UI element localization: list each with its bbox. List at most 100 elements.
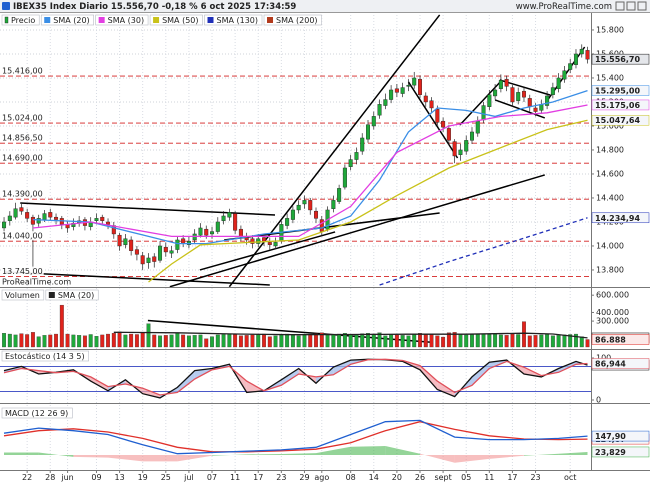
legend-item: SMA (30)	[96, 15, 148, 25]
volume-bar	[222, 334, 226, 347]
candle-body	[285, 218, 289, 225]
legend-label: Estocástico (14 3 5)	[5, 352, 85, 361]
candle-body	[141, 256, 145, 264]
volume-bar	[545, 334, 549, 347]
volume-bar	[66, 334, 70, 347]
candle-body	[505, 79, 509, 86]
volume-bar	[332, 334, 336, 347]
candle-body	[453, 142, 457, 156]
volume-bar	[228, 334, 232, 347]
candle-body	[135, 250, 139, 255]
value-tag-label: 15.556,70	[595, 55, 640, 64]
x-tick-label: 07	[207, 473, 217, 482]
legend-item: SMA (20)	[46, 290, 98, 300]
volume-bar	[147, 324, 151, 347]
candle-body	[314, 211, 318, 218]
candle-body	[464, 140, 468, 151]
value-tag-label: 147,90	[595, 432, 626, 441]
volume-bar	[129, 334, 133, 347]
candle-body	[222, 216, 226, 221]
candle-body	[8, 216, 12, 221]
candle-body	[355, 152, 359, 159]
candle-body	[124, 239, 128, 245]
candle-body	[2, 222, 6, 228]
volume-bar	[20, 334, 24, 347]
candle-body	[534, 108, 538, 112]
candle-body	[499, 80, 503, 88]
y-tick-label: 600.000	[596, 291, 629, 300]
volume-bar	[303, 334, 307, 347]
legend-label: SMA (20)	[58, 291, 94, 300]
y-tick-label: 15.800	[596, 25, 624, 34]
volume-bar	[586, 339, 590, 347]
volume-bar	[384, 336, 388, 347]
volume-bar	[262, 334, 266, 347]
candle-body	[430, 101, 434, 108]
candle-body	[557, 78, 561, 89]
candle-body	[14, 209, 18, 217]
volume-bar	[274, 336, 278, 347]
volume-bar	[291, 335, 295, 347]
volume-bar	[314, 334, 318, 347]
volume-bar	[534, 335, 538, 347]
volume-bar	[193, 335, 197, 347]
candle-body	[54, 217, 58, 219]
legend-label: SMA (20)	[53, 16, 89, 25]
candle-body	[441, 121, 445, 127]
candle-body	[580, 49, 584, 54]
volume-bar	[8, 334, 12, 347]
candle-body	[164, 247, 168, 252]
y-tick-label: 15.400	[596, 73, 624, 82]
histogram-area	[351, 446, 386, 455]
level-label: 15.024,00	[2, 114, 43, 123]
legend-label: SMA (130)	[217, 16, 259, 25]
x-tick-label: 11	[230, 473, 240, 482]
volume-bar	[170, 335, 174, 347]
x-tick-label: 17	[253, 473, 263, 482]
candle-body	[308, 200, 312, 210]
volume-bar	[280, 335, 284, 347]
legend-swatch	[208, 17, 214, 23]
candle-body	[476, 121, 480, 133]
legend-item: Estocástico (14 3 5)	[2, 351, 89, 361]
x-tick-label: 23	[530, 473, 540, 482]
candle-body	[488, 95, 492, 107]
legend-swatch	[49, 292, 55, 298]
candle-body	[372, 116, 376, 126]
volume-bar	[337, 334, 341, 347]
legend-item: SMA (50)	[150, 15, 202, 25]
volume-bar	[482, 334, 486, 347]
legend-item: Precio	[2, 15, 39, 25]
volume-bar	[176, 333, 180, 347]
candle-body	[256, 239, 260, 244]
volume-bar	[464, 335, 468, 347]
volume-bar	[407, 336, 411, 347]
x-tick-label: jun	[60, 473, 73, 482]
header-icon	[2, 2, 10, 10]
x-tick-label: 13	[114, 473, 124, 482]
x-tick-label: 26	[415, 473, 425, 482]
volume-bar	[204, 339, 208, 347]
value-tag-label: 23,829	[595, 448, 626, 457]
volume-bar	[135, 334, 139, 347]
x-tick-label: 28	[45, 473, 55, 482]
candle-body	[210, 232, 214, 234]
volume-bar	[31, 332, 35, 347]
volume-bar	[459, 334, 463, 347]
volume-bar	[522, 322, 526, 347]
candle-body	[100, 217, 104, 221]
volume-bar	[233, 334, 237, 347]
volume-bar	[118, 332, 122, 347]
volume-bar	[343, 333, 347, 347]
candle-body	[37, 218, 41, 223]
candle-body	[360, 138, 364, 151]
candle-body	[106, 222, 110, 224]
volume-bar	[401, 335, 405, 347]
candle-body	[216, 222, 220, 232]
y-tick-label: 14.400	[596, 193, 624, 202]
candle-body	[158, 246, 162, 260]
candle-body	[586, 50, 590, 59]
legend-swatch	[44, 17, 50, 23]
candle-body	[493, 90, 497, 96]
volume-bar	[355, 335, 359, 347]
